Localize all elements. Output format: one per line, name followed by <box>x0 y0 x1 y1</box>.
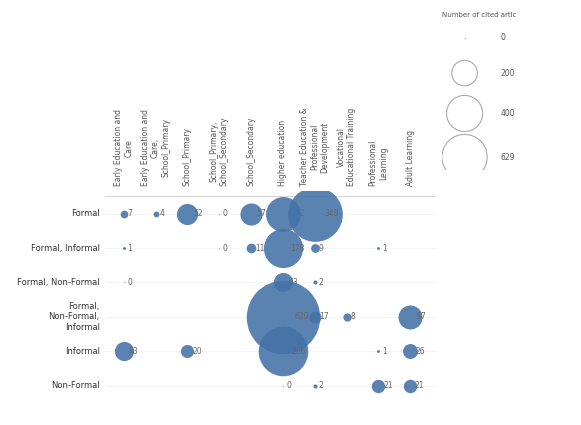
Point <box>460 34 469 41</box>
Point <box>278 348 288 354</box>
Point <box>310 313 320 320</box>
Point <box>374 348 383 354</box>
Text: 2: 2 <box>318 278 323 287</box>
Text: 348: 348 <box>324 209 339 218</box>
Point <box>119 210 128 217</box>
Text: 2: 2 <box>318 381 323 390</box>
Text: 200: 200 <box>500 68 515 78</box>
Point <box>214 245 224 252</box>
Text: 43: 43 <box>288 278 298 287</box>
Text: 1: 1 <box>127 244 132 252</box>
Point <box>119 279 128 286</box>
Point <box>406 382 415 389</box>
Text: 9: 9 <box>319 244 324 252</box>
Text: 0: 0 <box>127 278 132 287</box>
Text: 0: 0 <box>500 33 505 42</box>
Point <box>246 245 256 252</box>
Text: 11: 11 <box>255 244 265 252</box>
Point <box>460 154 469 161</box>
Point <box>460 110 469 117</box>
Text: 20: 20 <box>192 347 202 356</box>
Point <box>310 279 320 286</box>
Text: 43: 43 <box>129 347 139 356</box>
Text: 629: 629 <box>295 312 309 321</box>
Text: 4: 4 <box>159 209 164 218</box>
Text: 0: 0 <box>223 209 228 218</box>
Text: Number of cited artic: Number of cited artic <box>442 12 516 18</box>
Point <box>374 382 383 389</box>
Point <box>182 348 192 354</box>
Text: 400: 400 <box>500 109 515 118</box>
Text: 8: 8 <box>351 312 356 321</box>
Text: 1: 1 <box>382 244 387 252</box>
Text: 7: 7 <box>128 209 132 218</box>
Text: 17: 17 <box>320 312 329 321</box>
Text: 0: 0 <box>223 244 228 252</box>
Text: 0: 0 <box>286 381 291 390</box>
Point <box>278 313 288 320</box>
Point <box>182 210 192 217</box>
Text: 21: 21 <box>383 381 393 390</box>
Point <box>460 70 469 76</box>
Point <box>119 348 128 354</box>
Point <box>310 245 320 252</box>
Text: 142: 142 <box>290 209 304 218</box>
Text: 57: 57 <box>257 209 267 218</box>
Text: 1: 1 <box>382 347 387 356</box>
Point <box>406 348 415 354</box>
Text: 26: 26 <box>415 347 425 356</box>
Point <box>151 210 160 217</box>
Point <box>214 210 224 217</box>
Point <box>278 245 288 252</box>
Text: 52: 52 <box>193 209 203 218</box>
Point <box>278 279 288 286</box>
Point <box>246 210 256 217</box>
Point <box>278 382 288 389</box>
Text: 21: 21 <box>415 381 425 390</box>
Point <box>119 245 128 252</box>
Point <box>342 313 352 320</box>
Text: 286: 286 <box>292 347 306 356</box>
Text: 67: 67 <box>416 312 426 321</box>
Point <box>310 382 320 389</box>
Text: 629: 629 <box>500 153 515 162</box>
Point <box>406 313 415 320</box>
Point <box>374 245 383 252</box>
Text: 178: 178 <box>290 244 305 252</box>
Point <box>278 210 288 217</box>
Point <box>310 210 320 217</box>
